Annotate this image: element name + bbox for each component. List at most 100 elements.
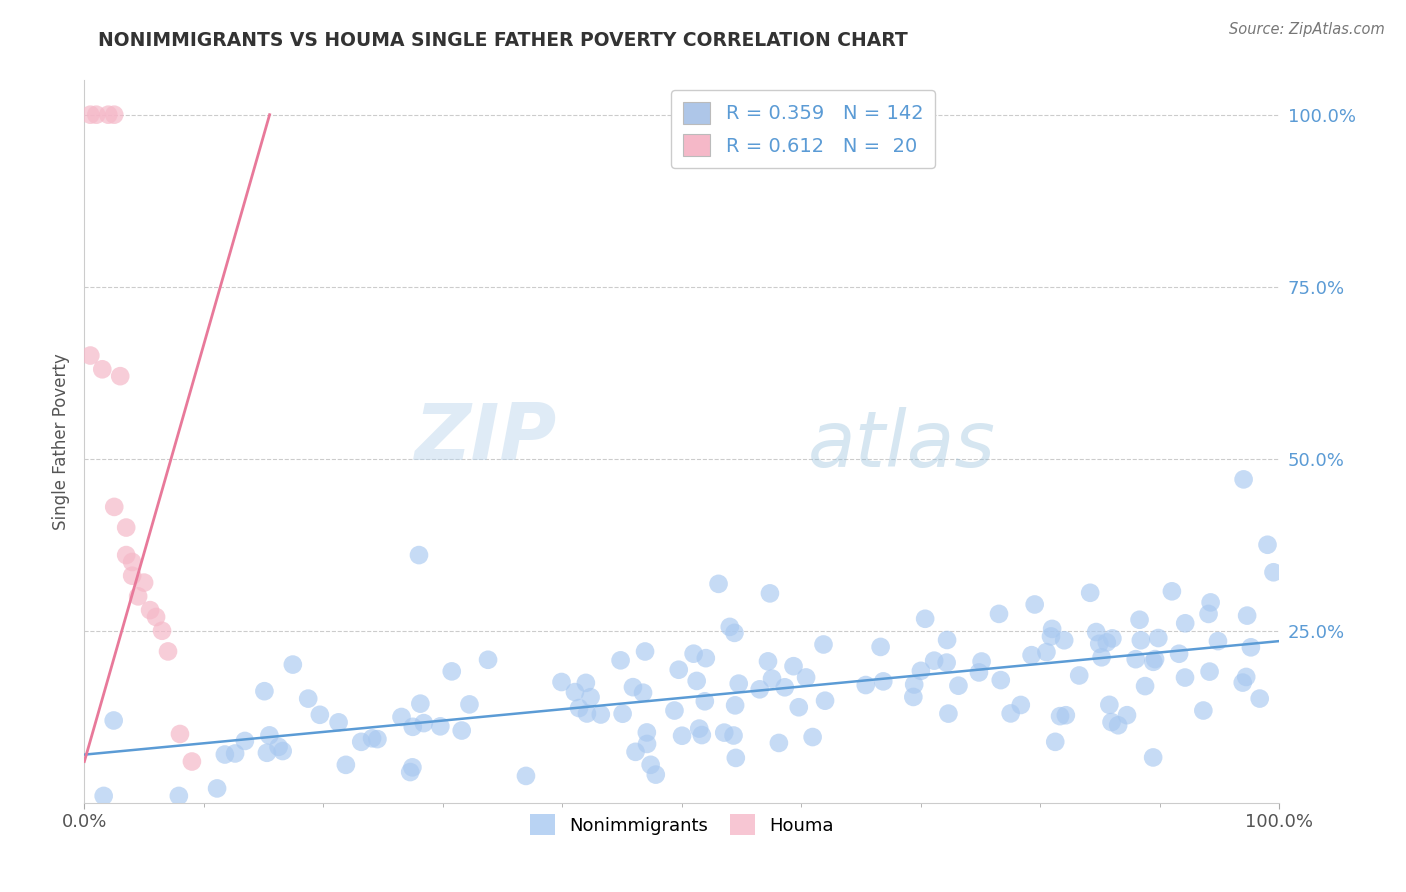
Point [1088, 637, 1111, 651]
Point [724, 698, 747, 713]
Point [1024, 598, 1046, 612]
Point [1128, 613, 1150, 627]
Point [224, 747, 246, 761]
Point [1125, 652, 1147, 666]
Point [988, 607, 1011, 621]
Point [1199, 595, 1222, 609]
Point [308, 707, 330, 722]
Point [967, 665, 990, 680]
Point [759, 586, 782, 600]
Point [936, 632, 959, 647]
Point [1236, 608, 1258, 623]
Point [402, 720, 425, 734]
Point [1039, 629, 1062, 643]
Point [1035, 645, 1057, 659]
Point [157, 644, 180, 658]
Point [79, 349, 101, 363]
Point [575, 706, 598, 721]
Point [1206, 634, 1229, 648]
Point [1174, 671, 1197, 685]
Point [1192, 704, 1215, 718]
Point [121, 555, 143, 569]
Point [440, 665, 463, 679]
Point [970, 655, 993, 669]
Point [366, 732, 388, 747]
Point [1069, 668, 1091, 682]
Point [145, 610, 167, 624]
Point [1232, 675, 1254, 690]
Point [869, 640, 891, 654]
Point [205, 781, 228, 796]
Point [922, 654, 945, 668]
Point [872, 674, 894, 689]
Point [724, 751, 747, 765]
Point [1085, 625, 1108, 640]
Point [1198, 607, 1220, 621]
Point [1101, 715, 1123, 730]
Point [612, 706, 634, 721]
Point [690, 728, 713, 742]
Point [621, 680, 644, 694]
Y-axis label: Single Father Poverty: Single Father Poverty [52, 353, 70, 530]
Point [450, 723, 472, 738]
Point [693, 694, 716, 708]
Point [169, 727, 191, 741]
Point [267, 739, 290, 754]
Point [399, 765, 422, 780]
Point [1049, 709, 1071, 723]
Point [1045, 735, 1067, 749]
Point [412, 716, 434, 731]
Point [801, 730, 824, 744]
Point [103, 108, 125, 122]
Point [948, 679, 970, 693]
Point [1010, 698, 1032, 712]
Point [707, 577, 730, 591]
Point [297, 691, 319, 706]
Point [748, 682, 770, 697]
Point [624, 745, 647, 759]
Point [167, 789, 190, 803]
Point [139, 603, 162, 617]
Point [813, 638, 835, 652]
Point [718, 620, 741, 634]
Point [1095, 635, 1118, 649]
Point [855, 678, 877, 692]
Point [181, 755, 204, 769]
Point [787, 700, 810, 714]
Point [477, 653, 499, 667]
Point [903, 677, 925, 691]
Point [1168, 647, 1191, 661]
Point [1263, 566, 1285, 580]
Point [1240, 640, 1263, 655]
Point [1107, 718, 1129, 732]
Point [79, 108, 101, 122]
Text: ZIP: ZIP [415, 400, 557, 476]
Point [550, 675, 572, 690]
Point [86, 108, 108, 122]
Point [768, 736, 790, 750]
Point [903, 690, 925, 704]
Point [579, 690, 602, 705]
Point [1040, 622, 1063, 636]
Point [1142, 750, 1164, 764]
Point [1000, 706, 1022, 721]
Point [814, 694, 837, 708]
Point [253, 684, 276, 698]
Point [695, 651, 717, 665]
Point [782, 659, 804, 673]
Point [713, 725, 735, 739]
Legend: Nonimmigrants, Houma: Nonimmigrants, Houma [520, 805, 844, 845]
Point [1249, 691, 1271, 706]
Point [91, 362, 114, 376]
Point [644, 767, 666, 781]
Point [1098, 698, 1121, 712]
Point [281, 657, 304, 672]
Point [723, 729, 745, 743]
Point [93, 789, 115, 803]
Point [914, 612, 936, 626]
Point [636, 725, 658, 739]
Point [214, 747, 236, 762]
Point [938, 706, 960, 721]
Point [1021, 648, 1043, 662]
Point [1078, 586, 1101, 600]
